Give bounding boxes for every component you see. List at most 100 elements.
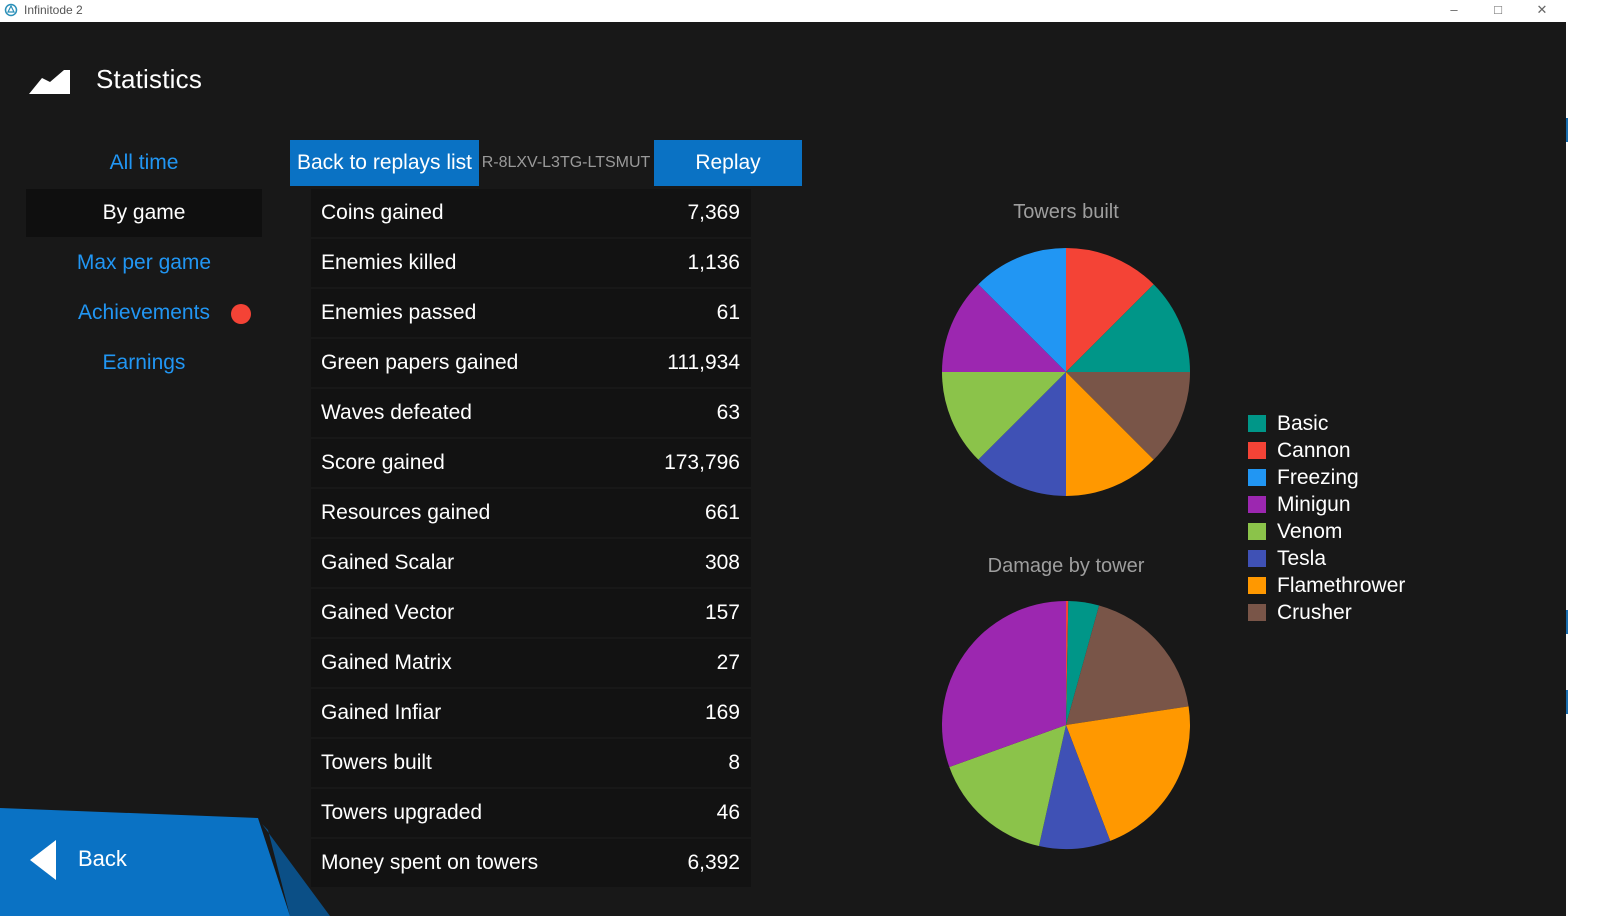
legend-swatch — [1248, 523, 1266, 540]
stat-label: Gained Scalar — [321, 551, 455, 574]
app-logo-icon — [4, 3, 18, 17]
pie-slice-cannon — [1066, 601, 1069, 725]
legend-label: Crusher — [1277, 601, 1352, 624]
stat-value: 63 — [716, 401, 740, 424]
menu-item-achievements[interactable]: Achievements — [78, 301, 210, 324]
stat-row: Gained Vector 157 — [311, 589, 751, 637]
legend-swatch — [1248, 415, 1266, 432]
stat-label: Enemies killed — [321, 251, 457, 274]
legend-label: Cannon — [1277, 439, 1351, 462]
stat-row: Enemies passed 61 — [311, 289, 751, 337]
stat-label: Towers upgraded — [321, 801, 483, 824]
stat-row: Resources gained 661 — [311, 489, 751, 537]
stat-value: 7,369 — [687, 201, 740, 224]
legend-swatch — [1248, 577, 1266, 594]
window-edge-strip — [1566, 22, 1598, 916]
stat-label: Gained Infiar — [321, 701, 442, 724]
stat-label: Gained Vector — [321, 601, 455, 624]
stat-label: Score gained — [321, 451, 445, 474]
legend-label: Minigun — [1277, 493, 1351, 516]
stat-label: Money spent on towers — [321, 851, 539, 874]
window-title-bar: Infinitode 2 – □ ✕ — [0, 0, 1598, 22]
back-button[interactable] — [0, 808, 330, 916]
stat-label: Gained Matrix — [321, 651, 452, 674]
stat-value: 157 — [704, 601, 740, 624]
pie-slice-basic — [1066, 601, 1100, 725]
stat-label: Waves defeated — [321, 401, 472, 424]
edge-marker — [1566, 118, 1568, 142]
replay-button[interactable]: Replay — [654, 140, 802, 186]
replay-id: R-8LXV-L3TG-LTSMUT — [481, 154, 651, 171]
close-icon[interactable]: ✕ — [1536, 2, 1548, 17]
legend-swatch — [1248, 442, 1266, 459]
page-title: Statistics — [96, 64, 203, 94]
stat-value: 661 — [704, 501, 740, 524]
stat-value: 46 — [716, 801, 740, 824]
pie-slice-flamethrower — [1066, 706, 1190, 841]
stat-value: 6,392 — [687, 851, 740, 874]
legend-label: Venom — [1277, 520, 1343, 543]
stat-row: Score gained 173,796 — [311, 439, 751, 487]
stat-value: 8 — [728, 751, 740, 774]
pie-slice-crusher — [1066, 605, 1189, 725]
pie-slice-flamethrower — [1066, 372, 1154, 496]
stat-value: 1,136 — [687, 251, 740, 274]
legend-swatch — [1248, 496, 1266, 513]
stat-value: 173,796 — [664, 451, 740, 474]
achievements-notification-badge — [231, 304, 251, 324]
menu-item-max-per-game[interactable]: Max per game — [76, 251, 212, 274]
legend-label: Flamethrower — [1277, 574, 1406, 597]
pie-slice-freezing — [978, 248, 1066, 372]
legend-swatch — [1248, 604, 1266, 621]
back-to-replays-list-button[interactable]: Back to replays list — [290, 140, 479, 186]
pie-slice-minigun — [942, 284, 1066, 372]
stat-label: Resources gained — [321, 501, 491, 524]
pie-slice-tesla — [978, 372, 1066, 496]
pie-slice-crusher — [1066, 372, 1190, 460]
back-button-label: Back — [78, 846, 127, 871]
back-arrow-icon — [30, 840, 56, 880]
stat-row: Gained Matrix 27 — [311, 639, 751, 687]
window-title: Infinitode 2 — [24, 3, 83, 17]
stat-label: Coins gained — [321, 201, 444, 224]
pie-slice-tesla — [1038, 725, 1111, 849]
legend-swatch — [1248, 469, 1266, 486]
stat-row: Green papers gained 111,934 — [311, 339, 751, 387]
legend-label: Freezing — [1277, 466, 1359, 489]
towers-built-pie-chart — [942, 248, 1190, 496]
menu-item-all-time[interactable]: All time — [109, 151, 179, 174]
menu-item-earnings[interactable]: Earnings — [102, 351, 186, 374]
edge-marker — [1566, 690, 1568, 714]
stat-value: 169 — [704, 701, 740, 724]
maximize-icon[interactable]: □ — [1494, 2, 1502, 17]
stat-value: 61 — [716, 301, 740, 324]
legend-label: Tesla — [1277, 547, 1327, 570]
edge-marker — [1566, 610, 1568, 634]
stat-value: 111,934 — [667, 351, 740, 374]
stat-value: 27 — [716, 651, 740, 674]
pie-slice-venom — [942, 372, 1066, 460]
pie-slice-cannon — [1066, 248, 1154, 372]
stat-row: Gained Scalar 308 — [311, 539, 751, 587]
stat-row: Money spent on towers 6,392 — [311, 839, 751, 887]
pie-slice-venom — [949, 725, 1066, 847]
stat-row: Towers built 8 — [311, 739, 751, 787]
minimize-icon[interactable]: – — [1450, 2, 1458, 17]
stat-label: Towers built — [321, 751, 432, 774]
legend-swatch — [1248, 550, 1266, 567]
stat-row: Waves defeated 63 — [311, 389, 751, 437]
stat-label: Enemies passed — [321, 301, 477, 324]
towers-built-chart-title: Towers built — [1013, 201, 1119, 223]
stat-label: Green papers gained — [321, 351, 519, 374]
damage-by-tower-pie-chart — [942, 601, 1190, 849]
pie-slice-minigun — [942, 601, 1066, 768]
stat-row: Towers upgraded 46 — [311, 789, 751, 837]
legend-label: Basic — [1277, 412, 1329, 435]
stat-row: Enemies killed 1,136 — [311, 239, 751, 287]
stat-row: Coins gained 7,369 — [311, 189, 751, 237]
menu-item-by-game[interactable]: By game — [26, 189, 262, 237]
pie-slice-basic — [1066, 284, 1190, 372]
stats-table: Coins gained 7,369 Enemies killed 1,136 En… — [311, 189, 751, 889]
damage-by-tower-chart-title: Damage by tower — [987, 555, 1145, 577]
mountain-icon — [29, 70, 70, 94]
